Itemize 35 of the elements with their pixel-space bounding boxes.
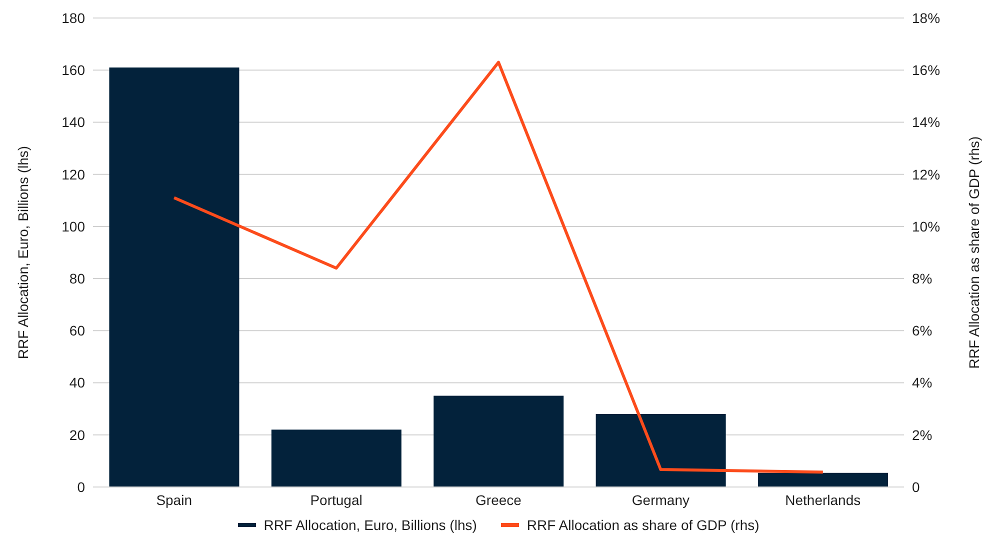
bar — [434, 396, 564, 487]
bar — [109, 68, 240, 487]
x-tick-label: Germany — [632, 492, 690, 508]
bar — [271, 430, 402, 487]
line-series — [172, 60, 824, 474]
y2-tick-label: 10% — [912, 218, 940, 234]
y-tick-label: 40 — [69, 374, 86, 391]
y-tick-label: 80 — [69, 270, 86, 287]
y-tick-label: 100 — [62, 218, 86, 234]
y2-tick-label: 6% — [912, 322, 932, 339]
x-tick-label: Spain — [156, 492, 192, 508]
y-axis-title: RRF Allocation, Euro, Billions (lhs) — [14, 146, 31, 360]
y2-tick-label: 16% — [912, 62, 940, 78]
y2-axis-title: RRF Allocation as share of GDP (rhs) — [966, 136, 982, 369]
x-tick-label: Greece — [476, 492, 522, 508]
y2-tick-label: 8% — [912, 270, 932, 287]
bar — [758, 472, 888, 487]
y-tick-label: 20 — [69, 426, 86, 443]
y-tick-label: 140 — [62, 114, 86, 130]
y2-tick-label: 18% — [912, 10, 940, 26]
legend-label: RRF Allocation as share of GDP (rhs) — [526, 517, 760, 533]
legend-label: RRF Allocation, Euro, Billions (lhs) — [264, 517, 477, 533]
y-tick-label: 160 — [62, 62, 86, 78]
bar — [596, 414, 726, 487]
y-tick-label: 60 — [69, 322, 86, 339]
y-tick-label: 0 — [77, 478, 86, 495]
y2-tick-label: 14% — [912, 114, 940, 130]
y2-tick-label: 4% — [912, 374, 932, 391]
y-tick-label: 120 — [62, 166, 86, 182]
x-tick-label: Portugal — [310, 492, 362, 508]
x-tick-label: Netherlands — [785, 492, 861, 508]
y2-tick-label: 12% — [912, 166, 940, 182]
y2-tick-label: 0 — [912, 478, 920, 495]
y-tick-label: 180 — [62, 10, 86, 26]
y2-tick-label: 2% — [912, 426, 932, 443]
